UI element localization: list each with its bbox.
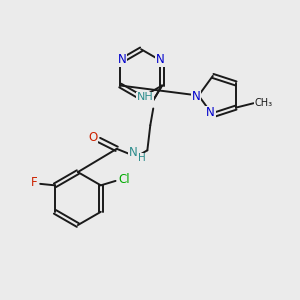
Text: N: N	[206, 106, 215, 119]
Text: CH₃: CH₃	[255, 98, 273, 108]
Text: NH: NH	[136, 92, 153, 102]
Text: O: O	[88, 130, 97, 143]
Text: Cl: Cl	[118, 173, 130, 186]
Text: N: N	[156, 53, 165, 66]
Text: H: H	[138, 153, 146, 163]
Text: N: N	[192, 91, 201, 103]
Text: N: N	[118, 53, 126, 66]
Text: N: N	[129, 146, 138, 159]
Text: F: F	[31, 176, 38, 189]
